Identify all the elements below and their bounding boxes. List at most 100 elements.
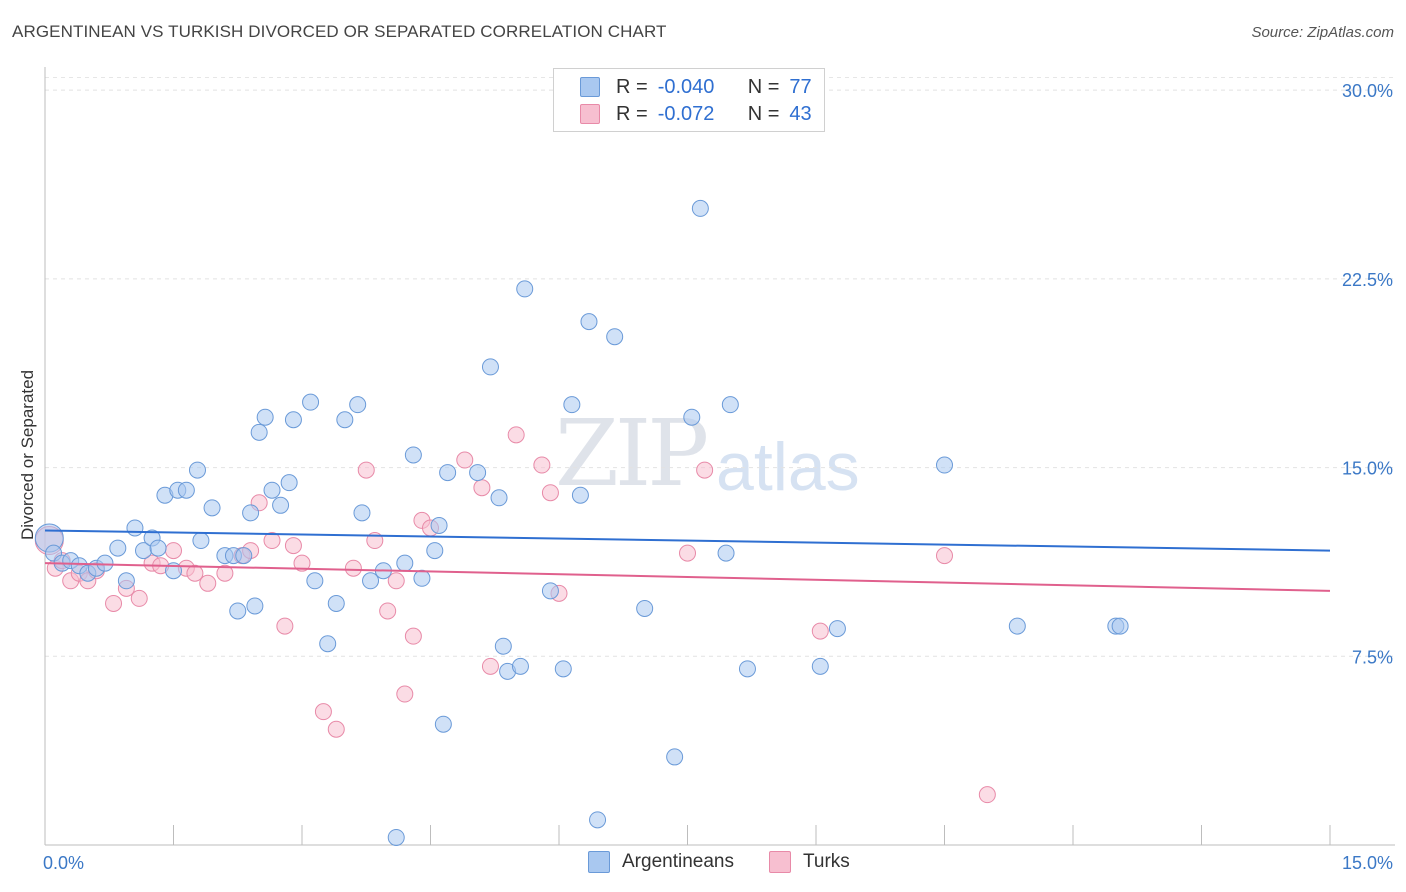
- argentineans-point: [235, 547, 253, 565]
- turks-trend-line: [44, 562, 1331, 592]
- n-value: 77: [789, 75, 812, 98]
- argentineans-point: [666, 748, 684, 766]
- turks-point: [379, 602, 397, 620]
- argentineans-point: [494, 637, 512, 655]
- argentineans-point: [469, 464, 487, 482]
- legend-row-argentineans: R = -0.040 N = 77: [554, 74, 812, 100]
- turks-point: [679, 544, 696, 562]
- argentineans-point: [1111, 617, 1129, 635]
- n-label: N =: [747, 102, 780, 125]
- argentineans-point: [1008, 617, 1026, 635]
- r-value: -0.072: [657, 102, 715, 125]
- turks-point: [130, 589, 148, 607]
- y-tick-label: 7.5%: [1352, 647, 1393, 667]
- turks-point: [696, 461, 714, 479]
- argentineans-trend-line: [44, 529, 1331, 552]
- argentineans-point: [280, 474, 298, 492]
- y-tick-label: 15.0%: [1342, 459, 1393, 479]
- argentineans-point: [738, 660, 756, 678]
- turks-swatch: [769, 851, 791, 873]
- n-value: 43: [789, 102, 812, 125]
- argentineans-point: [439, 464, 457, 482]
- turks-point: [936, 547, 953, 565]
- turks-point: [387, 572, 405, 590]
- n-label: N =: [747, 75, 780, 98]
- argentineans-point: [387, 828, 405, 846]
- watermark-atlas: atlas: [716, 429, 860, 505]
- turks-point: [533, 456, 551, 474]
- argentineans-point: [203, 499, 221, 517]
- argentineans-point: [481, 358, 499, 376]
- argentineans-point: [349, 396, 367, 414]
- argentineans-point: [563, 396, 581, 414]
- argentineans-point: [126, 519, 144, 537]
- r-label: R =: [616, 102, 648, 125]
- argentineans-point: [606, 328, 624, 346]
- turks-point: [396, 685, 414, 703]
- argentineans-point: [149, 539, 167, 557]
- argentineans-point: [362, 572, 380, 590]
- turks-point: [199, 574, 217, 592]
- argentineans-swatch: [580, 77, 600, 97]
- turks-swatch: [580, 104, 600, 124]
- argentineans-point: [828, 620, 846, 638]
- turks-point: [314, 703, 332, 721]
- bottom-legend-argentineans: Argentineans: [588, 851, 734, 873]
- argentineans-swatch: [588, 851, 610, 873]
- argentineans-point: [683, 408, 701, 426]
- argentineans-point: [242, 504, 260, 522]
- r-label: R =: [616, 75, 648, 98]
- argentineans-point: [272, 496, 290, 514]
- argentineans-point: [580, 313, 598, 331]
- turks-point: [263, 532, 281, 550]
- y-tick-label: 30.0%: [1342, 81, 1393, 101]
- legend-row-turks: R = -0.072 N = 43: [554, 101, 812, 127]
- turks-point: [293, 554, 311, 572]
- argentineans-point: [490, 489, 508, 507]
- y-tick-label: 22.5%: [1342, 270, 1393, 290]
- argentineans-point: [541, 582, 559, 600]
- chart-title: ARGENTINEAN VS TURKISH DIVORCED OR SEPAR…: [12, 22, 667, 41]
- turks-point: [216, 564, 234, 582]
- turks-point: [284, 537, 302, 555]
- argentineans-point: [434, 715, 452, 733]
- bottom-legend-turks: Turks: [769, 851, 850, 873]
- turks-point: [105, 594, 123, 612]
- x-tick-label: 0.0%: [43, 853, 84, 873]
- x-tick-label: 15.0%: [1342, 853, 1393, 873]
- argentineans-point: [229, 602, 247, 620]
- argentineans-point: [413, 569, 431, 587]
- turks-point: [473, 479, 491, 497]
- turks-point: [357, 461, 375, 479]
- argentineans-point: [263, 481, 281, 499]
- turks-point: [456, 451, 474, 469]
- source-label: Source: ZipAtlas.com: [1251, 24, 1394, 41]
- legend-label-argentineans: Argentineans: [622, 851, 734, 872]
- argentineans-point: [256, 408, 274, 426]
- argentineans-point: [430, 516, 448, 534]
- argentineans-point: [516, 280, 534, 298]
- argentineans-point: [636, 599, 654, 617]
- argentineans-point: [336, 411, 354, 429]
- argentineans-point: [306, 572, 324, 590]
- r-value: -0.040: [657, 75, 715, 98]
- argentineans-point: [936, 456, 953, 474]
- turks-point: [276, 617, 294, 635]
- turks-point: [978, 786, 996, 804]
- argentineans-point: [250, 423, 268, 441]
- argentineans-point: [404, 446, 422, 464]
- legend-label-turks: Turks: [803, 851, 850, 872]
- argentineans-point: [117, 572, 135, 590]
- argentineans-point: [188, 461, 206, 479]
- argentineans-point: [811, 657, 829, 675]
- argentineans-point: [327, 594, 345, 612]
- argentineans-point: [319, 635, 337, 653]
- argentineans-point: [721, 396, 739, 414]
- turks-point: [344, 559, 362, 577]
- argentineans-point: [96, 554, 114, 572]
- turks-point: [541, 484, 559, 502]
- turks-point: [811, 622, 829, 640]
- argentineans-point: [717, 544, 735, 562]
- argentineans-point: [284, 411, 302, 429]
